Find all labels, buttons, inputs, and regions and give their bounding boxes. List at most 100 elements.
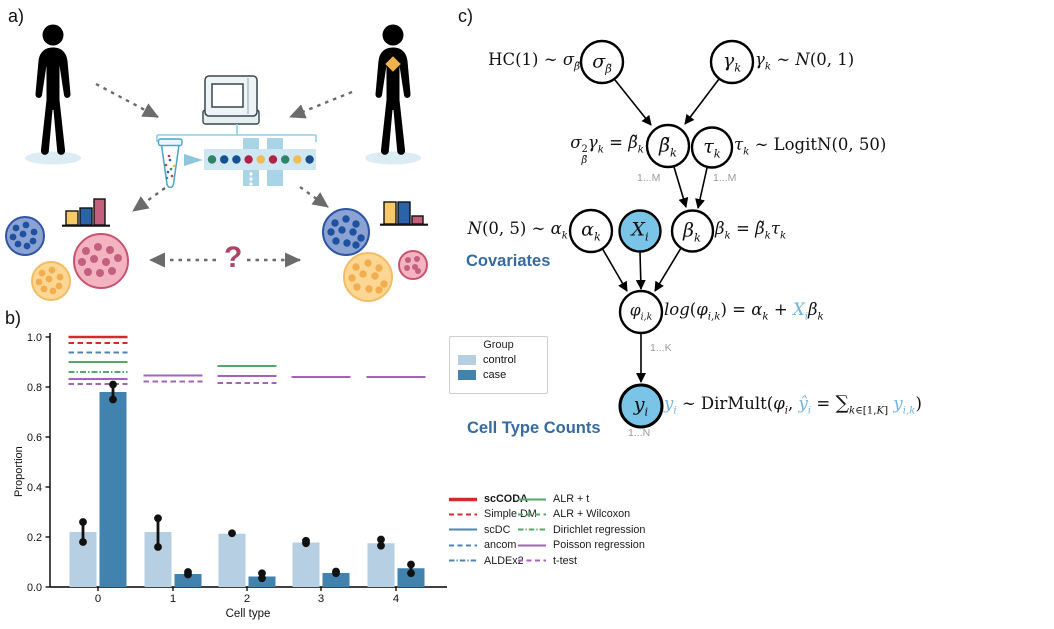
case-label: case xyxy=(483,369,507,381)
person-control-icon xyxy=(35,24,71,155)
panel-a-label: a) xyxy=(8,6,25,26)
legend-line-sample xyxy=(449,513,477,516)
point-control-4 xyxy=(377,541,385,550)
cell-population-yellow-left xyxy=(31,261,71,301)
method-legend-label: ALR + Wilcoxon xyxy=(553,508,631,521)
node-beta xyxy=(670,209,715,253)
arrow-to-left-composition xyxy=(132,187,166,212)
cell-population-blue-right xyxy=(322,208,370,256)
method-legend-item-scCODA: scCODA xyxy=(448,492,528,506)
method-legend: scCODA Simple DM scDC ancom ALDEx2 ALR + t ALR… xyxy=(448,492,778,577)
x-tick-label: 3 xyxy=(318,593,324,605)
arrow-person-left-to-machine xyxy=(95,82,159,119)
point-case-2 xyxy=(258,574,266,583)
method-legend-label: Dirichlet regression xyxy=(553,523,646,536)
legend-line-sample xyxy=(518,498,546,500)
node-y-label: yi xyxy=(633,393,649,419)
method-legend-item-scDC: scDC xyxy=(448,523,510,537)
arrow-person-right-to-machine xyxy=(289,90,353,119)
formula-y: yi ∼ DirMult(φi, ŷi = ∑k∈[1,K] yi,k) xyxy=(664,392,922,417)
x-tick-label: 4 xyxy=(393,593,399,605)
edge-alpha-to-phi xyxy=(601,247,628,292)
question-mark: ? xyxy=(224,241,243,274)
method-legend-item-Simple-DM: Simple DM xyxy=(448,507,537,521)
bar-case-3 xyxy=(322,573,350,587)
cell-population-pink-left xyxy=(73,233,129,289)
flow-arrow-icon xyxy=(184,154,203,166)
point-control-4 xyxy=(377,535,385,544)
x-tick-label: 2 xyxy=(244,593,250,605)
panel-c-label: c) xyxy=(458,6,473,26)
sequencer-icon xyxy=(202,75,260,125)
bar-control-3 xyxy=(292,542,320,587)
method-legend-item-ancom: ancom xyxy=(448,538,516,552)
node-betatilde xyxy=(645,123,691,169)
legend-line-sample xyxy=(449,497,477,501)
person-shadow-right xyxy=(365,151,421,165)
node-sigma-label: σβ̃ xyxy=(592,50,612,76)
point-control-1 xyxy=(154,543,162,551)
method-legend-label: scCODA xyxy=(484,493,528,505)
node-y xyxy=(618,383,664,429)
person-case-icon xyxy=(375,24,411,155)
node-gamma-label: γk xyxy=(722,49,742,75)
bar-control-4 xyxy=(367,543,395,587)
mini-barchart-right xyxy=(380,201,428,226)
edge-beta-to-phi xyxy=(654,247,682,292)
point-control-1 xyxy=(154,514,162,523)
y-tick-label: 0.0 xyxy=(27,582,42,594)
covariates-label: Covariates xyxy=(466,252,551,270)
edge-betatilde-to-beta xyxy=(673,166,689,208)
x-axis-label: Cell type xyxy=(225,608,271,620)
legend-line-sample xyxy=(518,513,546,516)
plate-label-m1: 1...M xyxy=(637,172,661,184)
method-legend-item-ALDEx2: ALDEx2 xyxy=(448,554,524,568)
point-case-3 xyxy=(332,569,340,578)
panel-b-label: b) xyxy=(5,308,22,328)
point-control-0 xyxy=(79,538,87,546)
method-legend-label: ALR + t xyxy=(553,493,590,505)
method-legend-label: t-test xyxy=(553,554,577,567)
bar-case-4 xyxy=(397,568,425,587)
node-x-label: Xi xyxy=(631,218,649,244)
formula-alpha: N(0, 5) ∼ αk xyxy=(467,219,568,242)
method-legend-item-ALR-+-t: ALR + t xyxy=(517,492,589,506)
legend-line-sample xyxy=(518,528,546,531)
case-swatch xyxy=(458,370,476,380)
legend-line-sample xyxy=(449,544,477,547)
y-axis-label: Proportion xyxy=(13,446,25,497)
node-phi xyxy=(618,289,664,335)
edge-tau-to-beta xyxy=(695,167,708,209)
point-case-4 xyxy=(407,569,415,578)
formula-hc: HC(1) ∼ σβ̃ xyxy=(488,50,580,73)
point-case-4 xyxy=(407,560,415,569)
method-legend-label: ancom xyxy=(484,539,517,552)
legend-item-case: case xyxy=(458,369,547,381)
bracket-line xyxy=(156,124,317,142)
point-case-0 xyxy=(109,395,117,404)
point-control-3 xyxy=(302,539,310,548)
bar-case-0 xyxy=(99,392,127,587)
group-legend-title: Group xyxy=(483,339,514,351)
edge-x-to-phi xyxy=(635,251,646,290)
edge-sigma-to-betatilde xyxy=(614,79,652,126)
person-shadow-left xyxy=(25,151,81,165)
y-tick-label: 0.4 xyxy=(27,482,42,494)
method-legend-item-t-test: t-test xyxy=(517,554,577,568)
node-tau-label: τk xyxy=(703,135,721,161)
node-beta-label: βk xyxy=(683,219,701,245)
legend-line-sample xyxy=(449,559,477,562)
formula-beta: βk = β̃kτk xyxy=(715,219,787,242)
plate-label-k: 1...K xyxy=(650,342,672,354)
panel-a-illustration xyxy=(5,24,428,302)
method-legend-item-Poisson-regression: Poisson regression xyxy=(517,538,645,552)
method-legend-item-Dirichlet-regression: Dirichlet regression xyxy=(517,523,645,537)
y-tick-label: 0.6 xyxy=(27,432,42,444)
node-betatilde-label: β̃k xyxy=(659,134,677,160)
control-swatch xyxy=(458,355,476,365)
edge-gamma-to-betatilde xyxy=(684,78,720,125)
point-control-2 xyxy=(228,529,236,538)
microfluidic-channel-icon xyxy=(204,138,316,186)
node-tau xyxy=(690,126,734,169)
